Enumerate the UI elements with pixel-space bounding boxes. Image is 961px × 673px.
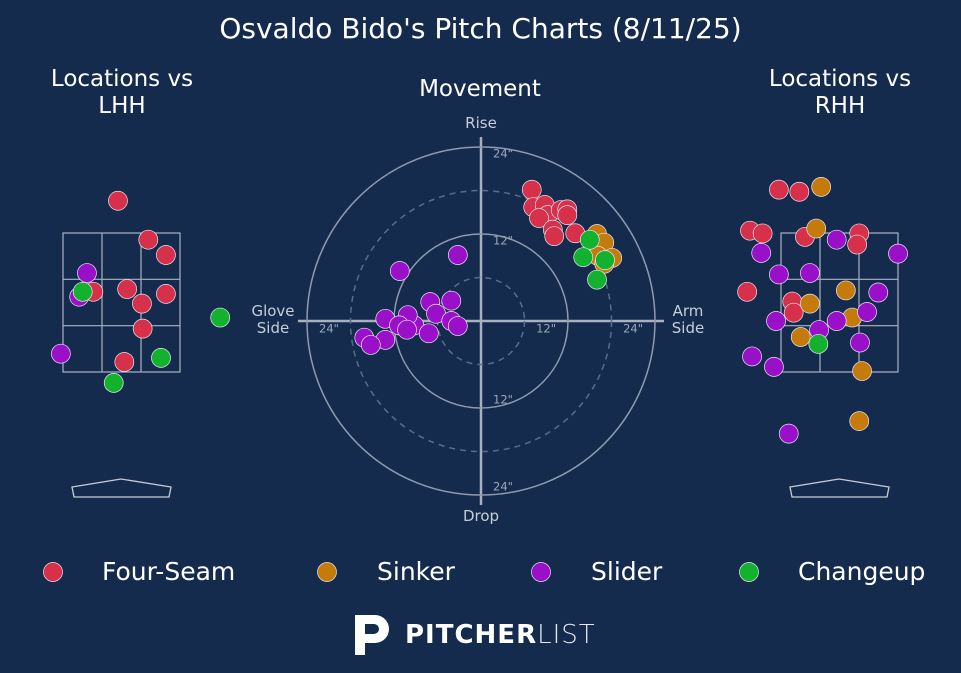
- logo-text: PITCHERLIST: [405, 620, 596, 650]
- chart-title: Osvaldo Bido's Pitch Charts (8/11/25): [219, 12, 742, 45]
- pitch-point: [521, 179, 542, 200]
- pitch-point: [849, 411, 870, 431]
- pitch-point: [103, 373, 124, 393]
- home-plate: [789, 478, 890, 498]
- pitch-point: [742, 346, 762, 367]
- ring-label: 24": [493, 480, 513, 494]
- pitch-point: [114, 352, 135, 372]
- legend-marker: [739, 562, 759, 582]
- pitch-point: [389, 261, 410, 281]
- pitch-point: [579, 229, 600, 250]
- pitch-point: [769, 264, 789, 285]
- logo-icon: [355, 615, 389, 655]
- minor-ring: [349, 189, 613, 453]
- pitch-point: [77, 263, 97, 283]
- panel-title: Movement: [419, 76, 541, 102]
- ring-label: 12": [493, 234, 513, 248]
- ring-label: 24": [319, 322, 339, 336]
- legend-label: Changeup: [798, 557, 925, 586]
- pitch-point: [447, 316, 468, 336]
- pitch-point: [826, 311, 847, 331]
- pitch-point: [51, 343, 71, 364]
- pitch-point: [418, 323, 439, 344]
- legend-label: Four-Seam: [102, 557, 235, 586]
- pitch-point: [595, 250, 615, 270]
- ring-label: 24": [493, 147, 513, 161]
- pitch-point: [447, 245, 468, 265]
- ring-label: 12": [493, 393, 513, 407]
- strike-zone: [62, 232, 181, 373]
- pitch-point: [800, 293, 820, 314]
- pitch-point: [132, 318, 153, 339]
- pitch-point: [850, 332, 870, 353]
- pitch-point: [132, 293, 152, 314]
- pitch-point: [360, 335, 381, 355]
- pitch-point: [835, 280, 856, 301]
- pitch-point: [847, 234, 867, 255]
- pitch-point: [808, 334, 829, 354]
- pitch-point: [826, 229, 847, 250]
- pitch-point: [529, 208, 549, 228]
- pitch-point: [151, 348, 171, 368]
- pitch-point: [800, 263, 820, 283]
- pitch-point: [117, 279, 137, 299]
- axis-label: Drop: [462, 507, 500, 525]
- pitch-point: [557, 205, 578, 225]
- pitch-point: [868, 282, 889, 303]
- ring-label: 12": [536, 322, 556, 336]
- pitch-point: [737, 281, 757, 302]
- legend-marker: [43, 562, 63, 582]
- pitch-point: [764, 357, 784, 377]
- pitch-point: [138, 229, 159, 250]
- pitch-point: [72, 281, 93, 302]
- pitch-point: [806, 218, 827, 239]
- pitch-point: [766, 311, 786, 331]
- home-plate: [71, 478, 172, 498]
- pitch-point: [156, 245, 176, 265]
- pitch-point: [888, 243, 908, 264]
- pitch-point: [156, 284, 176, 304]
- pitch-point: [752, 223, 773, 244]
- panel-title: Locations vs RHH: [768, 66, 912, 119]
- pitch-point: [769, 179, 789, 200]
- legend-label: Slider: [591, 557, 663, 586]
- pitch-point: [857, 302, 877, 322]
- logo-bold: PITCHER: [405, 620, 538, 650]
- legend-label: Sinker: [377, 557, 456, 586]
- pitch-point: [778, 423, 799, 444]
- pitch-point: [789, 181, 810, 202]
- pitch-point: [573, 247, 594, 268]
- panel-title: Locations vs LHH: [50, 66, 194, 119]
- axis-label: Rise: [465, 114, 497, 132]
- pitch-point: [751, 243, 772, 263]
- pitch-point: [587, 269, 607, 290]
- pitch-point: [811, 177, 832, 197]
- pitch-point: [210, 307, 231, 328]
- pitch-point: [544, 226, 565, 247]
- pitch-point: [441, 290, 462, 311]
- ring-label: 24": [623, 322, 643, 336]
- pitch-point: [783, 302, 804, 323]
- axis-label: Glove Side: [251, 302, 295, 337]
- pitch-point: [790, 327, 811, 347]
- legend-marker: [317, 562, 337, 582]
- pitch-point: [852, 361, 872, 381]
- logo-light: LIST: [537, 620, 596, 650]
- pitch-point: [397, 319, 417, 340]
- ring: [306, 146, 656, 496]
- axis-label: Arm Side: [671, 302, 705, 337]
- legend-marker: [531, 562, 551, 582]
- pitch-point: [108, 190, 128, 211]
